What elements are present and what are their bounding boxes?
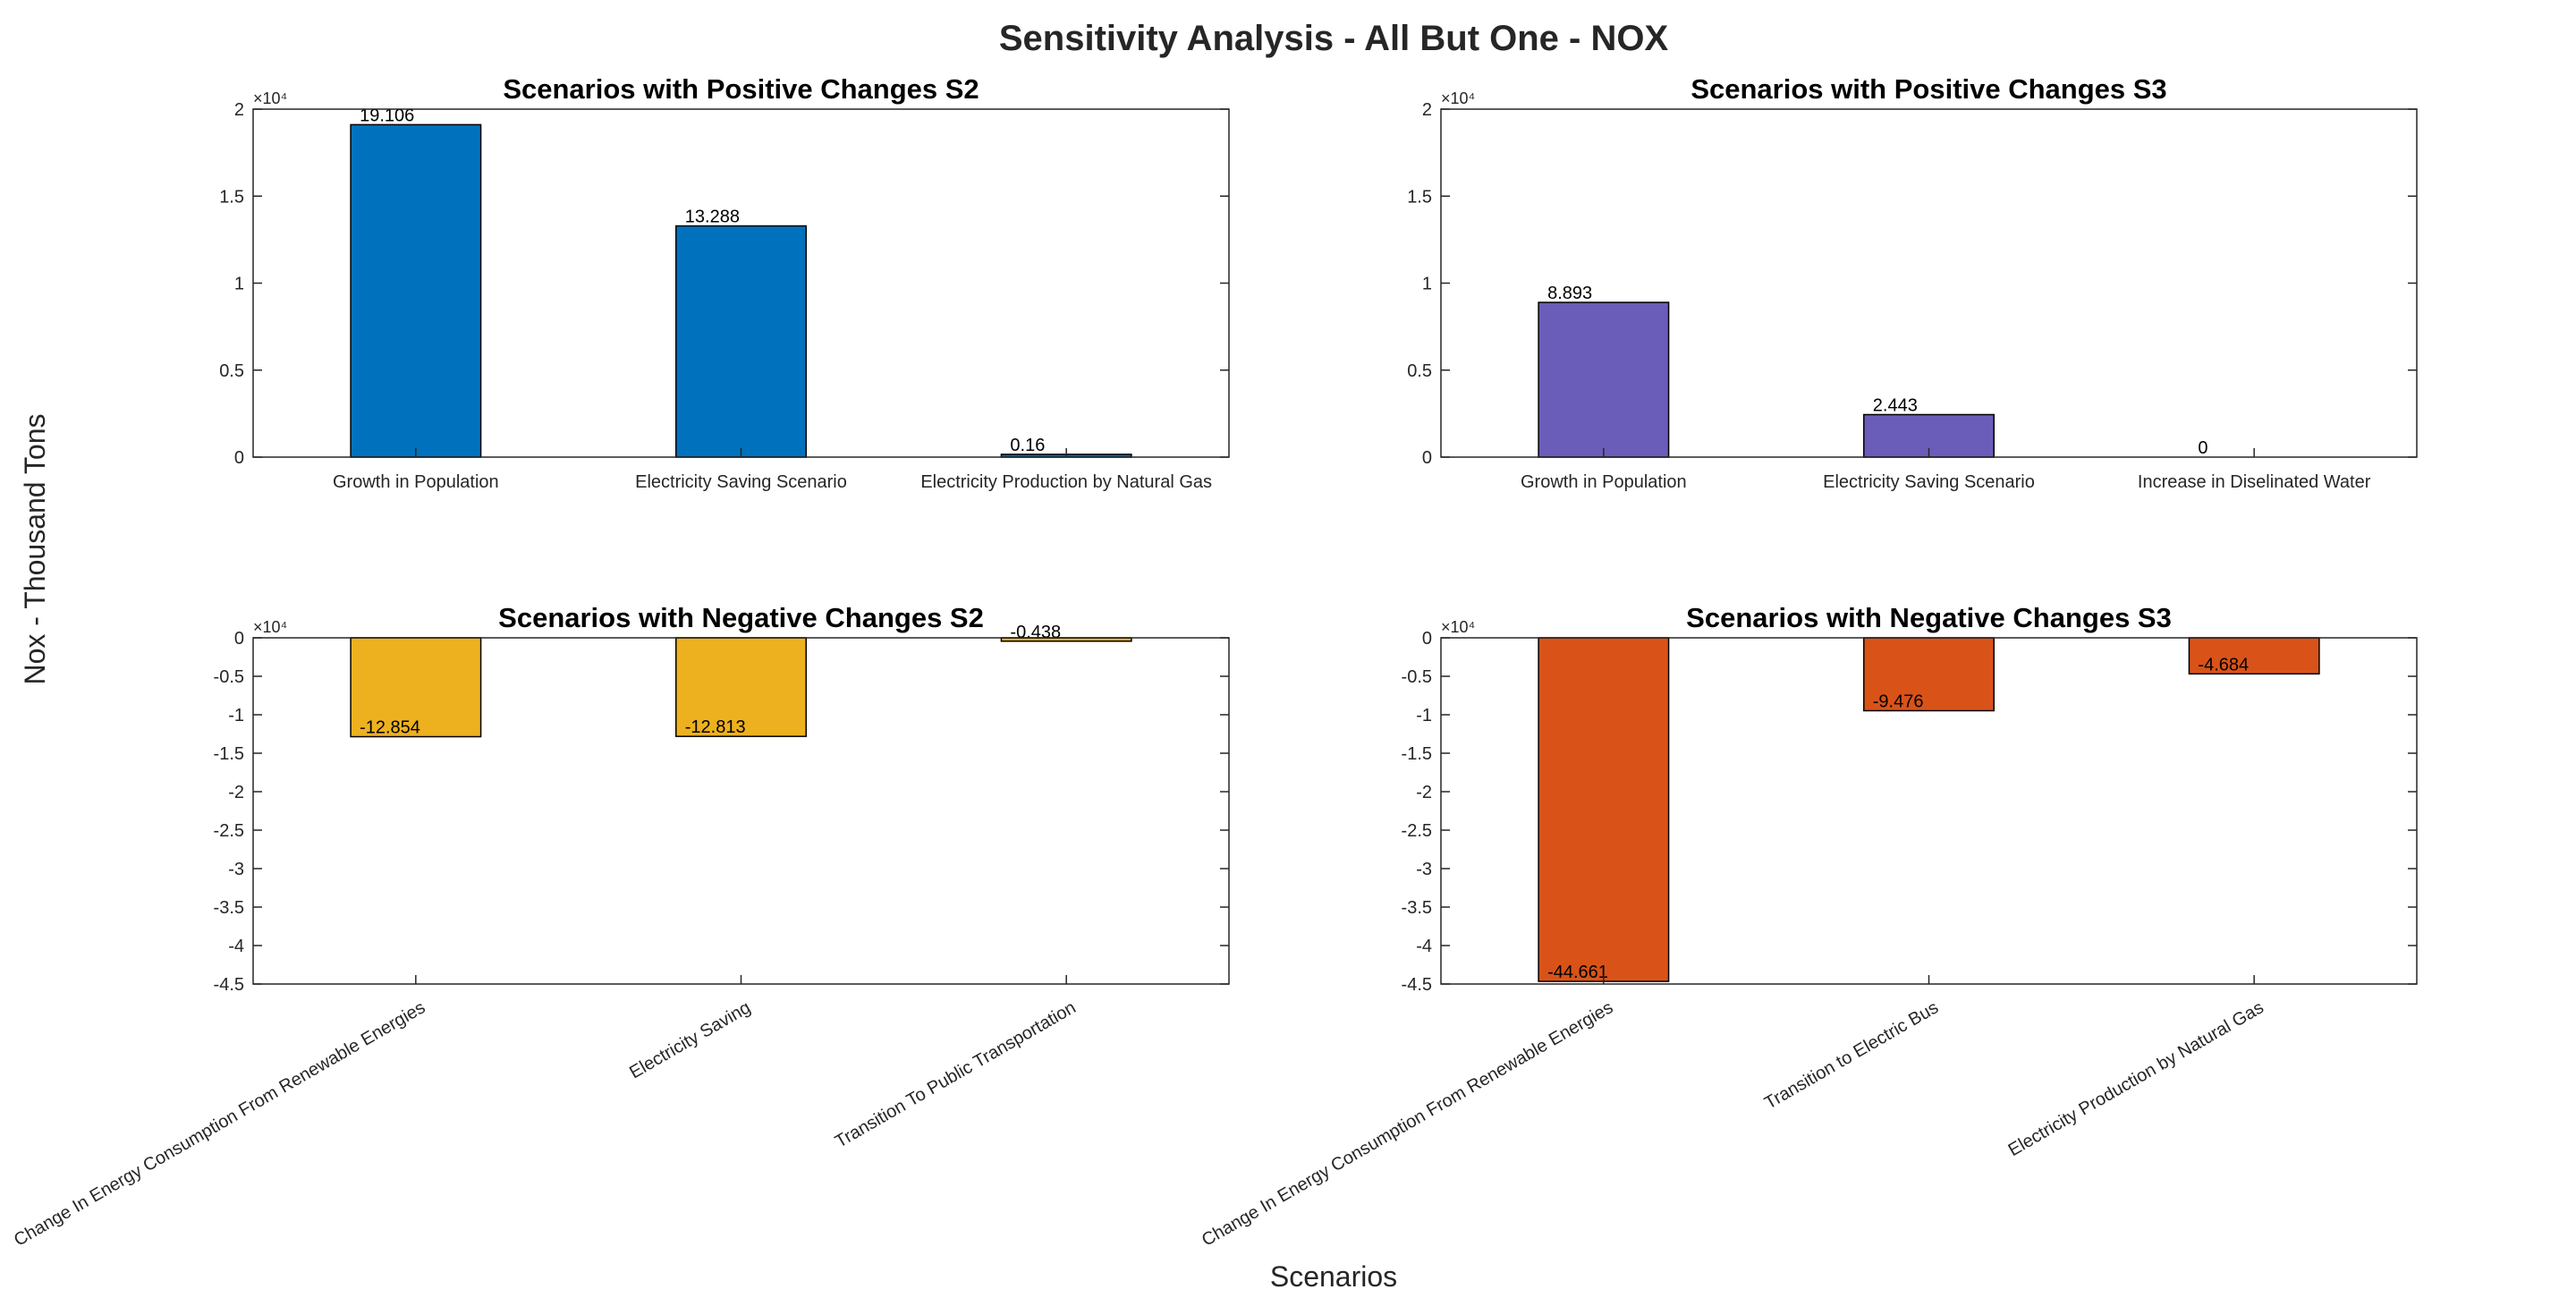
bar xyxy=(1538,301,1670,458)
subplot-title: Scenarios with Negative Changes S3 xyxy=(1686,602,2172,633)
y-tick-label: 2 xyxy=(1422,100,1432,120)
x-tick-label: Growth in Population xyxy=(333,472,499,492)
subplot-title: Scenarios with Positive Changes S3 xyxy=(1690,73,2166,105)
y-axis-label: Nox - Thousand Tons xyxy=(19,414,51,685)
y-tick-label: -3 xyxy=(1416,860,1432,879)
axes-box xyxy=(1440,108,2418,458)
y-tick-label: -3.5 xyxy=(214,898,244,918)
y-tick-label: -0.5 xyxy=(1402,667,1432,687)
y-tick-label: 0.5 xyxy=(219,361,244,381)
y-tick-label: -2 xyxy=(1416,783,1432,802)
y-tick-label: -1.5 xyxy=(214,744,244,764)
value-label: -4.684 xyxy=(2198,655,2249,674)
y-tick-label: 0.5 xyxy=(1407,361,1432,381)
x-axis-label: Scenarios xyxy=(1270,1260,1397,1293)
y-offset-label: ×10⁴ xyxy=(1441,618,1475,636)
y-tick-label: 2 xyxy=(234,100,244,120)
y-tick-label: 0 xyxy=(1422,629,1432,649)
y-tick-label: -4 xyxy=(1416,937,1432,956)
value-label: -44.661 xyxy=(1547,963,1608,982)
x-tick-label: Growth in Population xyxy=(1521,472,1687,492)
x-tick-label: Electricity Saving Scenario xyxy=(635,472,847,492)
y-tick-label: -4.5 xyxy=(1402,975,1432,995)
y-tick-label: -0.5 xyxy=(214,667,244,687)
x-tick-label: Electricity Production by Natural Gas xyxy=(920,472,1212,492)
x-tick-label: Electricity Saving Scenario xyxy=(1823,472,2035,492)
y-tick-label: -2 xyxy=(228,783,244,802)
y-tick-label: 1 xyxy=(1422,275,1432,294)
y-tick-label: 0 xyxy=(234,448,244,468)
y-tick-label: -4 xyxy=(228,937,244,956)
y-tick-label: 1.5 xyxy=(219,187,244,207)
axes-box xyxy=(252,108,1230,458)
y-tick-label: -3.5 xyxy=(1402,898,1432,918)
subplot-title: Scenarios with Negative Changes S2 xyxy=(498,602,984,633)
value-label: 19.106 xyxy=(360,106,414,125)
x-tick-label: Increase in Diselinated Water xyxy=(2138,472,2371,492)
value-label: -12.854 xyxy=(360,718,420,738)
y-offset-label: ×10⁴ xyxy=(253,89,287,107)
y-tick-label: 1.5 xyxy=(1407,187,1432,207)
y-offset-label: ×10⁴ xyxy=(1441,89,1475,107)
axes-box xyxy=(1440,637,2418,985)
bar xyxy=(350,637,482,738)
y-tick-label: -3 xyxy=(228,860,244,879)
value-label: 2.443 xyxy=(1873,395,1918,415)
y-tick-label: -1 xyxy=(1416,706,1432,725)
value-label: 0 xyxy=(2198,438,2207,458)
y-tick-label: 0 xyxy=(1422,448,1432,468)
axes-box xyxy=(252,637,1230,985)
y-tick-label: -2.5 xyxy=(214,821,244,841)
value-label: -0.438 xyxy=(1010,623,1061,642)
y-tick-label: -4.5 xyxy=(214,975,244,995)
value-label: 0.16 xyxy=(1010,436,1045,455)
value-label: -12.813 xyxy=(685,717,746,737)
bar xyxy=(675,637,807,737)
y-tick-label: 1 xyxy=(234,275,244,294)
bar xyxy=(675,225,807,458)
y-tick-label: -2.5 xyxy=(1402,821,1432,841)
value-label: 13.288 xyxy=(685,208,740,227)
value-label: -9.476 xyxy=(1873,691,1924,711)
y-tick-label: -1.5 xyxy=(1402,744,1432,764)
y-offset-label: ×10⁴ xyxy=(253,618,287,636)
value-label: 8.893 xyxy=(1547,284,1592,303)
figure-title: Sensitivity Analysis - All But One - NOX xyxy=(999,19,1669,58)
bar xyxy=(1538,637,1670,982)
bar xyxy=(350,123,482,458)
subplot-title: Scenarios with Positive Changes S2 xyxy=(503,73,979,105)
y-tick-label: -1 xyxy=(228,706,244,725)
y-tick-label: 0 xyxy=(234,629,244,649)
